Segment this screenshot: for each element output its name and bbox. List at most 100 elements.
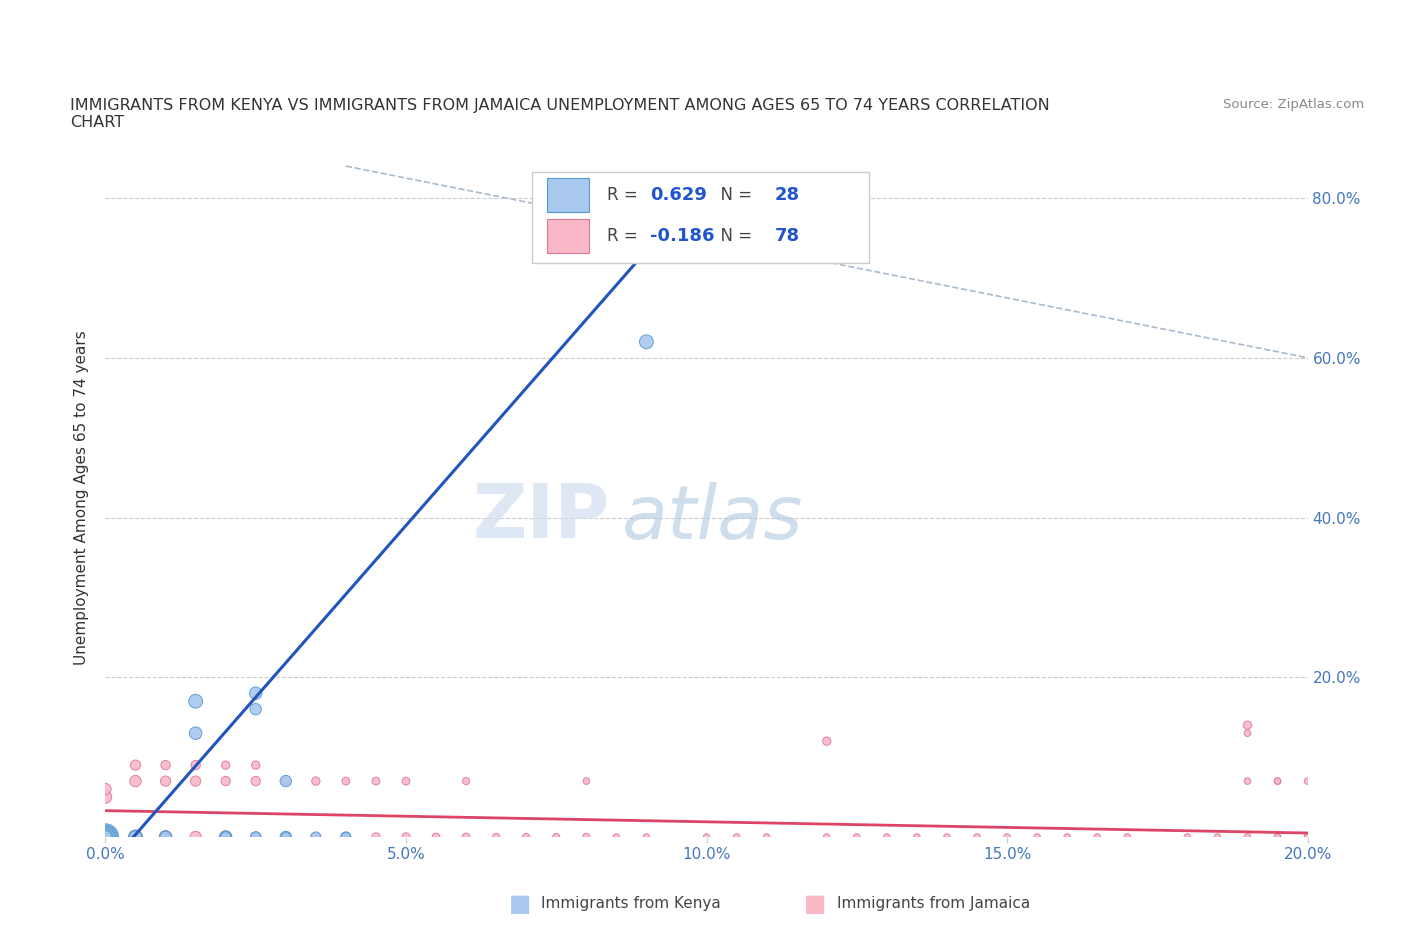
- Point: [94, 830, 117, 844]
- Point: [1296, 830, 1319, 844]
- Point: [546, 830, 568, 844]
- Text: 28: 28: [775, 186, 800, 205]
- Point: [274, 830, 297, 844]
- Point: [725, 830, 748, 844]
- Point: [124, 830, 146, 844]
- Point: [94, 830, 117, 844]
- Point: [605, 830, 627, 844]
- Point: [1296, 830, 1319, 844]
- Point: [335, 830, 357, 844]
- Point: [425, 830, 447, 844]
- Point: [395, 830, 418, 844]
- Point: [184, 758, 207, 773]
- Point: [1236, 774, 1258, 789]
- Point: [94, 781, 117, 796]
- Text: Immigrants from Kenya: Immigrants from Kenya: [541, 897, 721, 911]
- Point: [245, 830, 267, 844]
- Point: [274, 774, 297, 789]
- Point: [335, 830, 357, 844]
- Text: N =: N =: [710, 227, 758, 246]
- Text: ZIP: ZIP: [472, 482, 610, 554]
- Point: [94, 830, 117, 844]
- Point: [995, 830, 1018, 844]
- Point: [1056, 830, 1078, 844]
- Text: IMMIGRANTS FROM KENYA VS IMMIGRANTS FROM JAMAICA UNEMPLOYMENT AMONG AGES 65 TO 7: IMMIGRANTS FROM KENYA VS IMMIGRANTS FROM…: [70, 98, 1050, 130]
- Point: [1296, 830, 1319, 844]
- Point: [905, 830, 928, 844]
- Point: [274, 830, 297, 844]
- Point: [335, 830, 357, 844]
- Text: R =: R =: [607, 227, 643, 246]
- Point: [364, 774, 387, 789]
- Text: atlas: atlas: [623, 482, 804, 554]
- Point: [245, 774, 267, 789]
- Point: [94, 830, 117, 844]
- Text: ■: ■: [804, 892, 827, 916]
- Point: [155, 830, 177, 844]
- Point: [575, 774, 598, 789]
- Point: [214, 830, 236, 844]
- Point: [1236, 725, 1258, 740]
- Point: [214, 830, 236, 844]
- Point: [94, 830, 117, 844]
- Text: N =: N =: [710, 186, 758, 205]
- Point: [245, 758, 267, 773]
- Point: [1267, 830, 1289, 844]
- Point: [184, 725, 207, 740]
- Y-axis label: Unemployment Among Ages 65 to 74 years: Unemployment Among Ages 65 to 74 years: [75, 330, 90, 665]
- Point: [155, 758, 177, 773]
- Text: ■: ■: [509, 892, 531, 916]
- Point: [94, 830, 117, 844]
- Point: [94, 830, 117, 844]
- Point: [94, 830, 117, 844]
- Point: [936, 830, 959, 844]
- Point: [124, 830, 146, 844]
- Point: [335, 830, 357, 844]
- FancyBboxPatch shape: [547, 219, 589, 253]
- Point: [214, 830, 236, 844]
- Point: [665, 246, 688, 261]
- Point: [155, 774, 177, 789]
- Point: [1236, 718, 1258, 733]
- Text: Immigrants from Jamaica: Immigrants from Jamaica: [837, 897, 1029, 911]
- Point: [515, 830, 537, 844]
- Point: [876, 830, 898, 844]
- Point: [335, 774, 357, 789]
- Point: [1116, 830, 1139, 844]
- Point: [696, 830, 718, 844]
- Point: [1206, 830, 1229, 844]
- Point: [454, 774, 477, 789]
- Point: [184, 830, 207, 844]
- FancyBboxPatch shape: [533, 172, 869, 263]
- Point: [124, 830, 146, 844]
- Point: [274, 830, 297, 844]
- Point: [94, 830, 117, 844]
- Point: [245, 830, 267, 844]
- Point: [1085, 830, 1108, 844]
- Point: [755, 830, 778, 844]
- Text: -0.186: -0.186: [650, 227, 714, 246]
- Point: [1296, 774, 1319, 789]
- Point: [1296, 830, 1319, 844]
- Point: [124, 830, 146, 844]
- Point: [305, 830, 328, 844]
- Point: [124, 774, 146, 789]
- Point: [155, 830, 177, 844]
- Text: Source: ZipAtlas.com: Source: ZipAtlas.com: [1223, 98, 1364, 111]
- Point: [214, 830, 236, 844]
- Text: 78: 78: [775, 227, 800, 246]
- Point: [155, 830, 177, 844]
- Point: [245, 830, 267, 844]
- Point: [1267, 774, 1289, 789]
- Point: [305, 830, 328, 844]
- Text: R =: R =: [607, 186, 643, 205]
- Point: [305, 774, 328, 789]
- Point: [485, 830, 508, 844]
- FancyBboxPatch shape: [547, 179, 589, 212]
- Point: [1236, 830, 1258, 844]
- Point: [155, 830, 177, 844]
- Point: [94, 830, 117, 844]
- Point: [636, 335, 658, 350]
- Point: [454, 830, 477, 844]
- Text: 0.629: 0.629: [650, 186, 707, 205]
